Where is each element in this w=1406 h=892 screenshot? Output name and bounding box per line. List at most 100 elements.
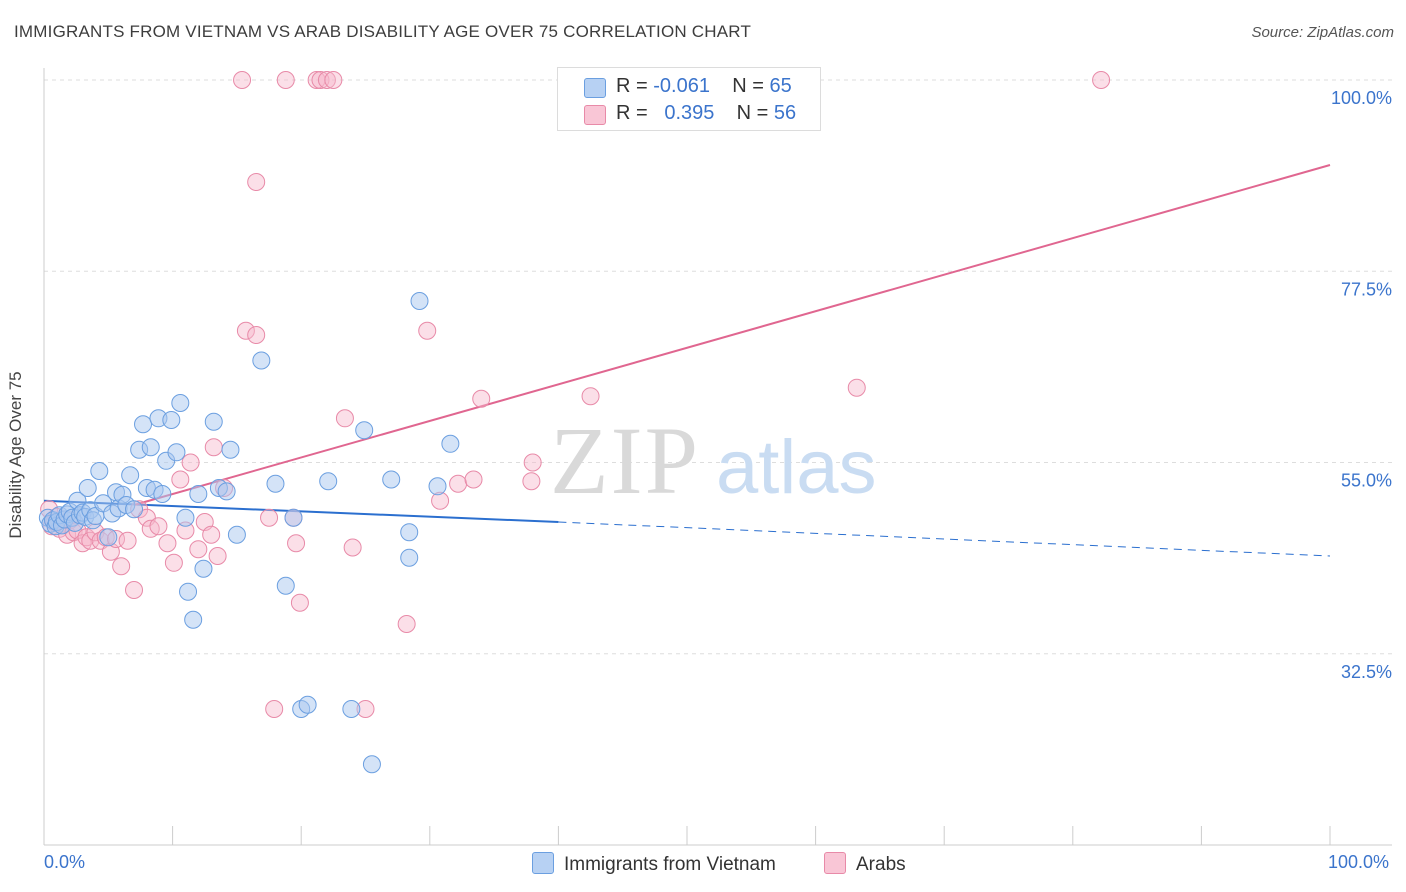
vietnam-point (194, 559, 213, 578)
vietnam-point (221, 440, 240, 459)
arabs-point (181, 453, 200, 472)
arabs-point (523, 453, 542, 472)
r-label: R = (616, 102, 648, 124)
r-label: R = (616, 75, 648, 97)
vietnam-point (121, 466, 140, 485)
trend-line-arabs (133, 164, 1331, 506)
y-tick-label: 77.5% (1341, 279, 1392, 299)
vietnam-point (99, 528, 118, 547)
arabs-point (397, 615, 416, 633)
vietnam-point (162, 411, 181, 429)
vietnam-point (266, 474, 285, 493)
trend-line-vietnam-extrapolated (558, 521, 1331, 557)
arabs-point (276, 71, 295, 89)
chart-title: IMMIGRANTS FROM VIETNAM VS ARAB DISABILI… (14, 22, 752, 41)
source-label: Source: ZipAtlas.com (1251, 24, 1394, 41)
arabs-point (236, 321, 255, 340)
arabs-point (125, 581, 144, 599)
vietnam-point (153, 484, 172, 503)
vietnam-point (227, 525, 246, 544)
arabs-point (247, 326, 266, 344)
y-tick-labels: 32.5% 55.0% 77.5% 100.0% (1331, 88, 1392, 682)
vietnam-point (298, 695, 317, 714)
arabs-point (472, 389, 491, 408)
vietnam-point (141, 438, 160, 457)
arabs-point (581, 387, 600, 406)
bottom-legend-vietnam: Immigrants from Vietnam (532, 852, 776, 876)
legend-swatch-vietnam (584, 78, 606, 98)
vietnam-point (284, 508, 303, 527)
vietnam-point (184, 610, 203, 629)
arabs-point (522, 472, 541, 491)
vietnam-point (276, 576, 295, 595)
arabs-point (343, 538, 362, 557)
arabs-point (204, 438, 223, 457)
arabs-point (311, 71, 330, 89)
y-tick-label: 55.0% (1341, 471, 1392, 491)
arabs-point (265, 700, 284, 718)
bottom-legend-swatch-arabs (824, 852, 846, 874)
vietnam-point (78, 479, 97, 497)
axes (43, 68, 1392, 846)
arabs-point (449, 474, 468, 493)
watermark-zip: ZIP (550, 407, 700, 514)
vietnam-point (400, 523, 419, 542)
vietnam-point (204, 412, 223, 431)
vietnam-point (176, 508, 195, 527)
vietnam-point (428, 477, 447, 496)
r-value-vietnam: -0.061 (653, 75, 710, 97)
legend-swatch-arabs (584, 105, 606, 125)
arabs-point (418, 321, 437, 340)
arabs-point (335, 409, 354, 428)
vietnam-point (90, 462, 109, 480)
arabs-point (171, 470, 190, 489)
arabs-point (847, 378, 866, 397)
vietnam-point (134, 415, 153, 434)
vietnam-point (410, 292, 429, 310)
vietnam-point (362, 755, 381, 774)
vietnam-point (319, 472, 338, 491)
arabs-point (118, 531, 137, 550)
legend-text-vietnam: R = -0.061 N = 65 (616, 75, 792, 98)
bottom-legend-label-arabs: Arabs (856, 854, 906, 875)
vietnam-point (217, 482, 236, 501)
legend-text-arabs: R = 0.395 N = 56 (616, 102, 796, 125)
x-tick-label-min: 0.0% (44, 852, 86, 872)
grid-lines (44, 79, 1392, 655)
arabs-point (464, 470, 483, 489)
vietnam-point (382, 470, 401, 489)
y-axis-label: Disability Age Over 75 (6, 371, 25, 539)
vietnam-point (125, 500, 144, 519)
x-tick-label-max: 100.0% (1328, 852, 1390, 872)
bottom-legend-swatch-vietnam (532, 852, 554, 874)
arabs-point (324, 71, 343, 89)
arabs-point (233, 71, 252, 89)
vietnam-point (441, 434, 460, 453)
arabs-point (1092, 71, 1111, 89)
vietnam-point (400, 548, 419, 567)
vietnam-points (38, 292, 460, 774)
arabs-point (208, 547, 227, 565)
vietnam-point (355, 421, 374, 440)
y-tick-label: 100.0% (1331, 88, 1392, 108)
arabs-point (112, 557, 131, 576)
arabs-point (189, 540, 208, 559)
arabs-point (202, 525, 221, 544)
arabs-point (287, 534, 306, 553)
n-label: N = (732, 75, 764, 97)
vietnam-point (252, 351, 271, 370)
bottom-legend-label-vietnam: Immigrants from Vietnam (564, 854, 776, 875)
correlation-legend: R = -0.061 N = 65 R = 0.395 N = 56 (557, 67, 821, 131)
watermark-atlas: atlas (716, 425, 877, 510)
vietnam-point (171, 394, 190, 412)
vietnam-point (342, 700, 361, 718)
n-value-arabs: 56 (773, 102, 797, 124)
n-value-vietnam: 65 (769, 75, 792, 97)
arabs-point (149, 517, 168, 536)
arabs-point (158, 534, 177, 553)
arabs-point (317, 71, 336, 89)
arabs-point (164, 553, 183, 572)
arabs-point (260, 508, 279, 527)
bottom-legend-arabs: Arabs (824, 852, 906, 876)
